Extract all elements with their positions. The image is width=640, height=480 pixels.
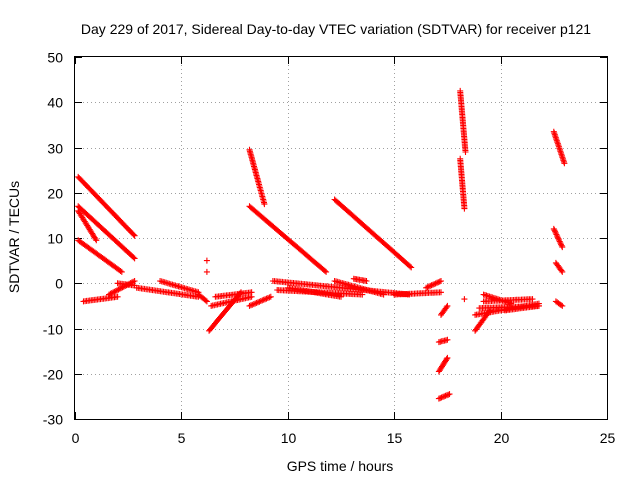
grid-lines <box>75 57 607 419</box>
data-track-27 <box>435 391 453 402</box>
data-track-12 <box>212 289 255 300</box>
data-track-15 <box>246 203 330 275</box>
data-track-38 <box>552 259 566 275</box>
x-tick-label: 25 <box>600 430 616 446</box>
data-track-3 <box>75 237 125 275</box>
data-point-1 <box>203 268 210 275</box>
data-track-13 <box>246 293 274 309</box>
data-track-35 <box>501 302 542 314</box>
y-tick-label: -30 <box>43 412 63 428</box>
data-track-37 <box>550 225 566 251</box>
data-point-2 <box>461 296 468 303</box>
y-tick-label: 10 <box>47 231 63 247</box>
data-point-0 <box>203 257 210 264</box>
y-tick-label: 0 <box>55 276 63 292</box>
x-axis-label: GPS time / hours <box>287 458 394 474</box>
y-tick-label: 20 <box>47 186 63 202</box>
data-track-8 <box>157 278 202 296</box>
x-tick-label: 10 <box>281 430 297 446</box>
chart-title: Day 229 of 2017, Sidereal Day-to-day VTE… <box>81 21 591 37</box>
data-track-6 <box>114 280 138 289</box>
data-marks <box>75 87 568 402</box>
data-track-14 <box>246 146 268 208</box>
data-track-19 <box>331 196 415 271</box>
data-track-36 <box>550 128 568 167</box>
data-track-25 <box>435 336 451 346</box>
y-tick-label: 40 <box>47 95 63 111</box>
y-tick-label: -20 <box>43 367 63 383</box>
data-track-0 <box>75 173 138 239</box>
data-track-39 <box>552 298 566 309</box>
y-tick-label: -10 <box>43 322 63 338</box>
data-track-9 <box>195 291 210 305</box>
y-tick-label: 30 <box>47 141 63 157</box>
data-track-4 <box>80 293 121 305</box>
plot-frame <box>74 56 608 420</box>
y-axis-label: SDTVAR / TECUs <box>6 181 22 293</box>
data-track-22 <box>391 289 444 298</box>
x-tick-label: 15 <box>387 430 403 446</box>
data-track-21 <box>350 275 370 284</box>
data-track-29 <box>457 155 468 212</box>
data-track-28 <box>457 87 469 155</box>
y-tick-label: 50 <box>47 50 63 66</box>
x-tick-label: 5 <box>178 430 186 446</box>
data-track-34 <box>480 291 515 307</box>
data-track-7 <box>133 284 202 300</box>
x-tick-label: 20 <box>494 430 510 446</box>
data-track-23 <box>423 278 444 291</box>
data-track-24 <box>438 302 451 318</box>
data-track-1 <box>75 203 138 262</box>
data-track-18 <box>284 284 344 300</box>
data-track-20 <box>331 278 387 298</box>
data-track-26 <box>435 354 451 375</box>
tick-labels: 0 5 10 15 20 25 -30 -20 -10 0 10 20 30 40 50 <box>43 50 616 447</box>
x-tick-label: 0 <box>72 430 80 446</box>
data-track-11 <box>208 293 255 309</box>
data-track-2 <box>75 207 100 244</box>
